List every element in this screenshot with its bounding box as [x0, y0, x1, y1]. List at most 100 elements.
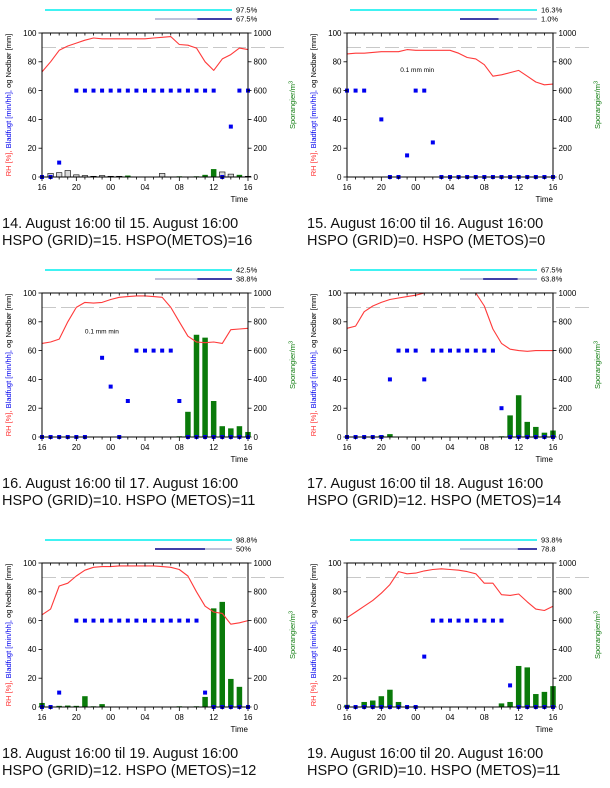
bladfugt-point — [117, 618, 122, 623]
bladfugt-point — [508, 683, 513, 688]
bladfugt-point — [473, 618, 478, 623]
plot-frame: 16 20 00 04 08 12 1602040608010002004006008001… — [328, 29, 577, 204]
y-right-tick-label: 0 — [254, 433, 259, 442]
y-left-tick-label: 80 — [333, 58, 342, 67]
x-tick-label: 08 — [480, 713, 489, 722]
legend-lower-label: 78.8 — [541, 545, 556, 554]
sporangier-bar — [228, 428, 234, 437]
y-right-tick-label: 1000 — [254, 289, 272, 298]
bladfugt-point — [151, 618, 156, 623]
chart-figure-2: 16.3% 1.0% 0.1 mm min 16 20 00 04 08 12 16 0 20 40 60… — [305, 0, 610, 214]
y-left-tick-label: 80 — [28, 58, 37, 67]
legend-upper-label: 97.5% — [236, 6, 258, 15]
y-right-tick-label: 0 — [559, 173, 564, 182]
bladfugt-point — [203, 88, 208, 93]
y-right-tick-label: 800 — [559, 588, 573, 597]
sporangier-bar — [507, 701, 513, 707]
rh-line — [41, 36, 249, 73]
y-right-tick-label: 1000 — [254, 559, 272, 568]
y-left-tick-label: 100 — [23, 289, 37, 298]
bladfugt-point — [168, 88, 173, 93]
x-tick-label: 20 — [377, 713, 386, 722]
y-right-axis-title: Sporangier/m3 — [288, 611, 297, 659]
rh-line — [346, 292, 553, 352]
x-tick-label: 12 — [209, 713, 218, 722]
x-tick-label: 20 — [72, 183, 81, 192]
x-tick-label: 04 — [446, 443, 455, 452]
x-axis-title: Time — [536, 195, 554, 204]
bladfugt-point — [379, 117, 384, 122]
y-right-tick-label: 400 — [559, 115, 573, 124]
bladfugt-point — [228, 124, 233, 129]
bladfugt-point — [82, 618, 87, 623]
bladfugt-point — [448, 618, 452, 623]
sporangier-bar — [65, 705, 71, 707]
x-tick-label: 16 — [244, 183, 253, 192]
bladfugt-points — [40, 348, 250, 439]
x-tick-label: 12 — [209, 443, 218, 452]
bladfugt-point — [177, 88, 182, 93]
bladfugt-point — [405, 348, 410, 353]
x-tick-label: 16 — [38, 443, 47, 452]
y-right-tick-label: 400 — [254, 375, 268, 384]
rh-line — [41, 565, 249, 625]
y-right-axis-title: Sporangier/m3 — [288, 81, 297, 129]
bladfugt-point — [396, 348, 401, 353]
y-left-tick-label: 20 — [333, 144, 342, 153]
caption-date-range: 18. August 16:00 til 19. August 16:00 — [2, 746, 239, 762]
y-left-tick-label: 100 — [23, 559, 37, 568]
x-tick-label: 16 — [343, 183, 352, 192]
bladfugt-point — [125, 399, 130, 403]
y-left-axis-title: RH [%], Bladfugt [min/hh], og Nedbør [mm… — [309, 564, 318, 707]
chart-caption-6: 19. August 16:00 til 20. August 16:00 HS… — [305, 744, 610, 781]
sporangier-bar — [210, 608, 217, 707]
y-right-tick-label: 0 — [559, 433, 564, 442]
y-right-tick-label: 600 — [559, 616, 573, 625]
legend: 67.5%63.8% — [350, 266, 563, 284]
bladfugt-point — [194, 618, 199, 623]
sporangier-bar — [387, 434, 393, 437]
legend-upper-label: 67.5% — [541, 266, 563, 275]
y-left-tick-label: 60 — [28, 86, 37, 95]
y-right-tick-label: 0 — [559, 703, 564, 712]
bladfugt-point — [185, 88, 190, 93]
y-right-axis-title: Sporangier/m3 — [593, 341, 602, 389]
sporangier-bar — [193, 334, 200, 437]
legend-upper-label: 16.3% — [541, 6, 563, 15]
chart-svg: 67.5%63.8%16 20 00 04 08 12 160204060801000200… — [309, 266, 602, 465]
bladfugt-point — [108, 88, 113, 93]
plot-border — [41, 32, 249, 178]
bladfugt-point — [439, 618, 444, 623]
bladfugt-point — [125, 88, 130, 93]
y-right-tick-label: 800 — [254, 58, 268, 67]
caption-hspo-values: HSPO (GRID)=10. HSPO (METOS)=11 — [307, 763, 561, 780]
sporangier-bar — [236, 686, 243, 707]
sporangier-bar — [507, 415, 513, 437]
sporangier-bar — [395, 701, 402, 707]
sporangier-bar — [228, 678, 234, 707]
sporangier-bar — [524, 421, 530, 437]
bladfugt-points — [40, 88, 250, 179]
y-left-tick-label: 60 — [333, 86, 342, 95]
y-left-tick-label: 20 — [333, 404, 342, 413]
x-axis-title: Time — [536, 455, 554, 464]
chart-panel-6: 93.8% 78.8 16 20 00 04 08 12 16 0 20 40 60 80 100 0 200 4… — [305, 530, 610, 788]
bladfugt-point — [499, 618, 504, 623]
bladfugt-point — [490, 618, 495, 623]
bladfugt-point — [57, 160, 62, 165]
y-left-axis-title: RH [%], Bladfugt [min/hh], og Nedbør [mm… — [4, 564, 13, 707]
bladfugt-point — [422, 654, 427, 659]
y-right-tick-label: 400 — [559, 645, 573, 654]
bladfugt-point — [413, 348, 418, 353]
legend-lower-label: 50% — [236, 545, 251, 554]
sporangier-bars — [344, 665, 556, 707]
rh-line — [346, 568, 554, 619]
bladfugt-point — [143, 348, 147, 353]
x-tick-label: 16 — [38, 183, 47, 192]
sporangier-bar — [82, 696, 88, 707]
bladfugt-point — [456, 618, 461, 623]
y-right-tick-label: 800 — [559, 58, 573, 67]
chart-panel-5: 98.8% 50% 16 20 00 04 08 12 16 0 20 40 60 80 100 0 200 40… — [0, 530, 305, 788]
chart-svg: 93.8%78.816 20 00 04 08 12 1602040608010002004… — [309, 536, 602, 735]
